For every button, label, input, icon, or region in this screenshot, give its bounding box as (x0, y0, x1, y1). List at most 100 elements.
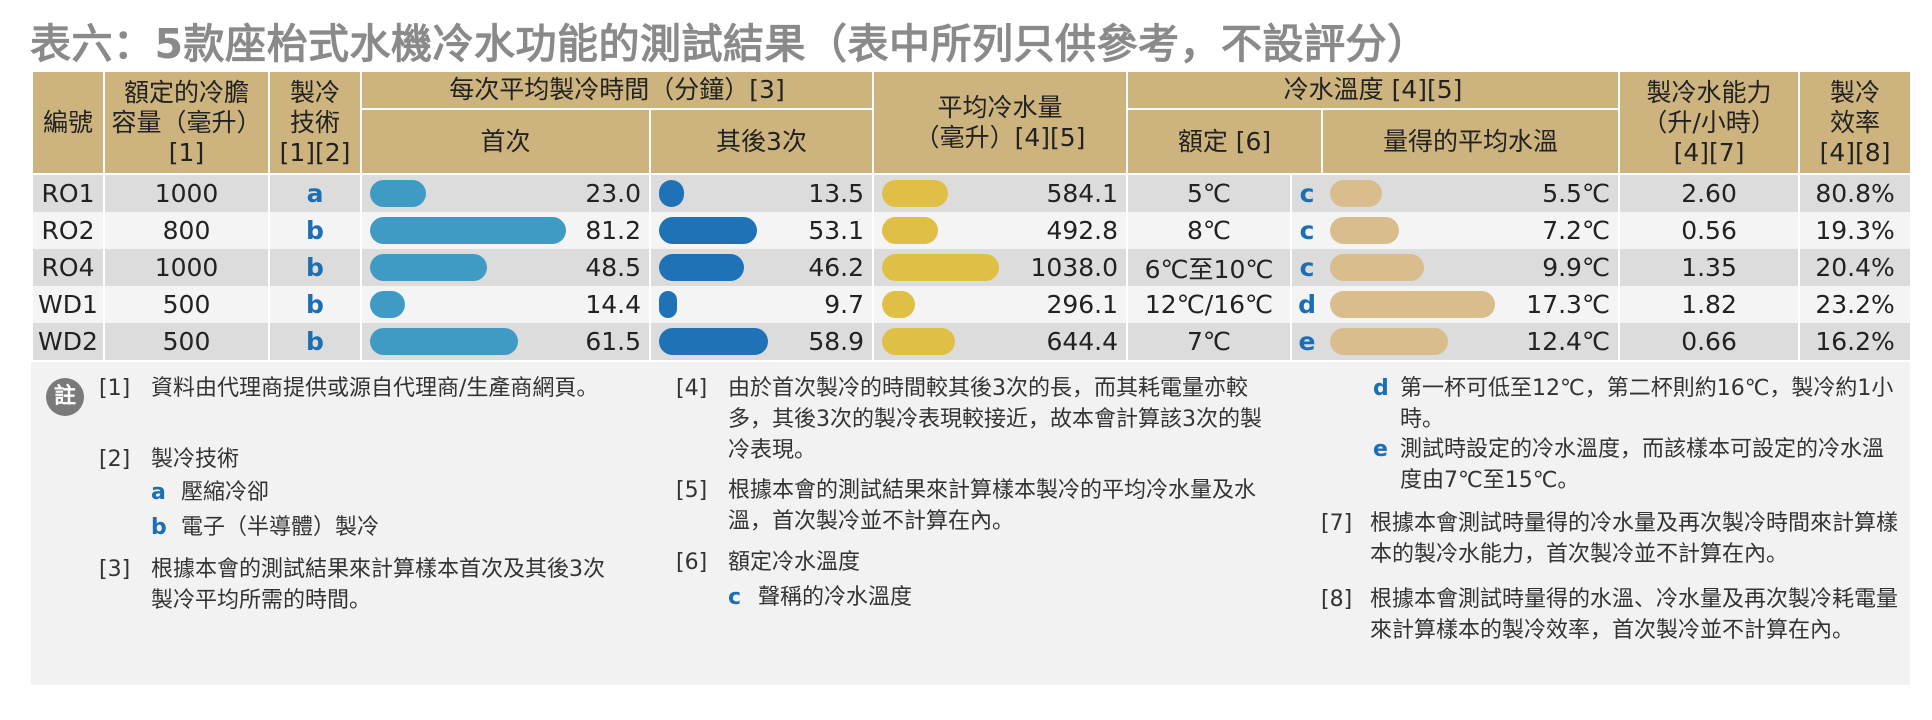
bar-box: 5.5℃ (1322, 175, 1618, 212)
note-marker: [3] (99, 557, 131, 582)
header-cell: 冷水溫度 [4][5] (1126, 70, 1621, 110)
bar (882, 254, 1000, 281)
cell: 8℃ (1126, 212, 1293, 249)
bar (882, 217, 938, 244)
value-label: 12.4℃ (1526, 327, 1611, 356)
note-marker: [6] (676, 550, 708, 575)
cell: RO1 (31, 174, 105, 212)
bar-cell: 61.5 (360, 323, 651, 360)
bar (370, 180, 426, 207)
cell: c (1290, 174, 1323, 212)
bar-cell: 17.3℃ (1322, 286, 1621, 323)
cell: 1.82 (1618, 286, 1801, 323)
cell: RO4 (31, 249, 105, 286)
bar (882, 291, 916, 318)
bar-box: 9.7 (651, 286, 872, 323)
note-marker: [1] (99, 376, 131, 401)
bar-cell: 46.2 (648, 249, 875, 286)
value-label: 7.2℃ (1542, 216, 1611, 245)
cell: WD2 (31, 323, 105, 360)
bar-cell: 12.4℃ (1322, 323, 1621, 360)
cell: c (1290, 249, 1323, 286)
bar-box: 1038.0 (874, 249, 1126, 286)
cell: 1000 (103, 174, 270, 212)
note-text: 由於首次製冷的時間較其後3次的長，而其耗電量亦較多，其後3次的製冷表現較接近，故… (728, 376, 1262, 463)
bar-cell: 1038.0 (872, 249, 1129, 286)
value-label: 61.5 (585, 327, 641, 356)
cell: c (1290, 212, 1323, 249)
bar (1330, 291, 1496, 318)
note-text: 根據本會測試時量得的水溫、冷水量及再次製冷耗電量來計算樣本的製冷效率，首次製冷並… (1370, 587, 1899, 643)
bar (659, 217, 758, 244)
header-line: [4][7] (1673, 137, 1745, 167)
bar (882, 328, 955, 355)
title: 表六：5款座枱式水機冷水功能的測試結果（表中所列只供參考，不設評分） (30, 20, 1429, 68)
value-label: 644.4 (1046, 327, 1119, 356)
header-cell: 額定的冷膽 容量（毫升） [1] (103, 70, 270, 175)
header-line: （毫升）[4][5] (914, 122, 1086, 152)
bar-box: 13.5 (651, 175, 872, 212)
header-line: 效率 (1830, 107, 1881, 137)
cell: 2.60 (1618, 174, 1801, 212)
bar-cell: 5.5℃ (1322, 174, 1621, 212)
bar (659, 328, 768, 355)
value-label: 1038.0 (1030, 253, 1119, 282)
header-line: （升/小時） (1642, 107, 1776, 137)
cell: b (268, 286, 362, 323)
header-line: 額定的冷膽 (123, 77, 249, 107)
bar-box: 492.8 (874, 212, 1126, 249)
value-label: 58.9 (808, 327, 865, 356)
cell: b (268, 212, 362, 249)
bar-cell: 81.2 (360, 212, 651, 249)
bar-box: 296.1 (874, 286, 1126, 323)
bar-cell: 296.1 (872, 286, 1129, 323)
cell: b (268, 323, 362, 360)
note-text: 額定冷水溫度 (728, 550, 861, 575)
table-row: WD2 500 b 61.5 58.9 644.4 7℃ e 12.4℃ 0.66 16.2% (31, 323, 1913, 360)
bar (1330, 254, 1425, 281)
note-text: 根據本會的測試結果來計算樣本製冷的平均冷水量及水溫，首次製冷並不計算在內。 (728, 478, 1257, 534)
bar-box: 12.4℃ (1322, 323, 1618, 360)
bar-cell: 13.5 (648, 174, 875, 212)
note-sub-marker: e (1373, 437, 1388, 462)
note-marker: [5] (676, 478, 708, 503)
header-cell: 額定 [6] (1126, 108, 1324, 175)
cell: 16.2% (1798, 323, 1913, 360)
bar-cell: 584.1 (872, 174, 1129, 212)
cell: 80.8% (1798, 174, 1913, 212)
header-line: 平均冷水量 (937, 92, 1063, 122)
cell: d (1290, 286, 1323, 323)
note-text: 電子（半導體）製冷 (181, 515, 380, 540)
value-label: 296.1 (1046, 290, 1119, 319)
cell: 500 (103, 286, 270, 323)
note-text: 資料由代理商提供或源自代理商/生產商網頁。 (151, 376, 599, 401)
header-cell: 編號 (31, 70, 105, 175)
header-cell: 每次平均製冷時間（分鐘）[3] (359, 70, 875, 110)
header-line: [4][8] (1819, 137, 1891, 167)
bar-cell: 58.9 (648, 323, 875, 360)
bar (659, 180, 684, 207)
note-sub-marker: c (728, 585, 742, 610)
header-cell: 首次 (360, 108, 651, 175)
value-label: 53.1 (808, 216, 865, 245)
note-sub-marker: a (151, 480, 166, 505)
bar-box: 644.4 (874, 323, 1126, 360)
bar-box: 17.3℃ (1322, 286, 1618, 323)
bar-box: 46.2 (651, 249, 872, 286)
value-label: 492.8 (1046, 216, 1119, 245)
results-table: 編號 額定的冷膽 容量（毫升） [1] 製冷 技術 [1][2] 每次平均製冷時間（分鐘… (31, 70, 1913, 360)
value-label: 9.7 (824, 290, 865, 319)
bar-box: 584.1 (874, 175, 1126, 212)
value-label: 81.2 (585, 216, 641, 245)
header-line: 製冷水能力 (1646, 77, 1772, 107)
bar (882, 180, 948, 207)
value-label: 46.2 (808, 253, 865, 282)
value-label: 5.5℃ (1542, 179, 1611, 208)
cell: WD1 (31, 286, 105, 323)
bar-box: 9.9℃ (1322, 249, 1618, 286)
bar-cell: 7.2℃ (1322, 212, 1621, 249)
header-line: [1][2] (279, 137, 351, 167)
bar-cell: 492.8 (872, 212, 1129, 249)
bar (1330, 180, 1383, 207)
header-cell: 量得的平均水溫 (1321, 108, 1621, 175)
